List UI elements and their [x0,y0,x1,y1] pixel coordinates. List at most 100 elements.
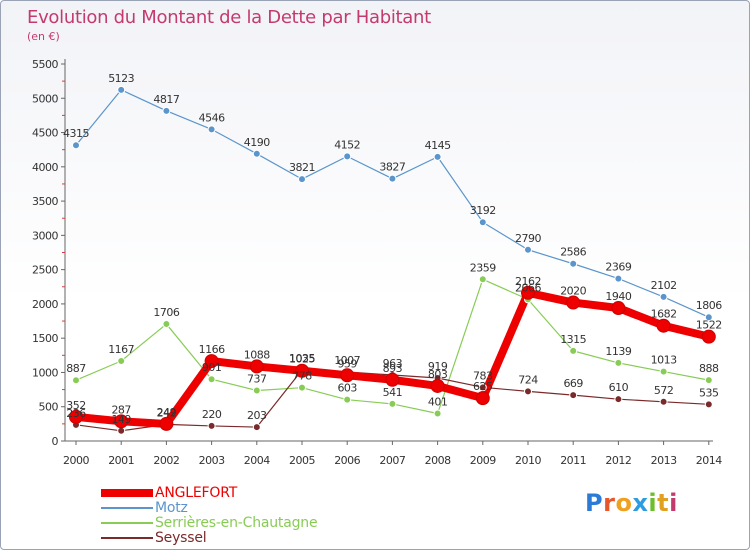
legend-swatch [101,536,153,539]
data-point [475,391,490,406]
data-point [614,395,623,404]
data-point [340,368,355,383]
data-label: 888 [699,362,719,375]
axes: 0 500 1000 1500 2000 2500 3000 3500 4000 4500 5000… [32,58,723,467]
data-point [252,386,261,395]
x-tick-label: 2011 [560,454,586,467]
data-labels: 352 287 249 1166 1088 1025 959 893 803 625 2162 202… [63,72,723,426]
data-label: 778 [292,370,312,383]
data-point [298,383,306,392]
data-label: 803 [428,368,448,381]
data-point [343,152,352,161]
brand-letter: i [669,489,678,517]
data-point [566,295,581,310]
data-point [478,218,487,227]
brand-letter: o [615,489,633,517]
data-point [388,174,397,183]
data-point [249,359,264,374]
legend-item: Motz [101,500,317,515]
data-label: 1139 [605,345,631,358]
data-point [343,395,352,404]
data-label: 242 [157,406,177,419]
proxiti-logo: Proxiti [585,489,678,517]
data-label: 401 [428,396,448,409]
data-point [704,313,713,322]
data-point [207,421,216,430]
data-label: 737 [247,372,267,385]
data-label: 1025 [289,353,315,366]
legend: ANGLEFORT Motz Serrières-en-Chautagne Seyss… [101,485,318,546]
data-point [614,274,623,283]
data-point [659,367,668,376]
data-point [433,152,442,161]
data-label: 249 [157,406,177,419]
data-label: 783 [473,369,493,382]
x-tick-label: 2006 [334,454,360,467]
legend-label: Seyssel [155,529,207,546]
y-tick-label: 0 [52,435,59,448]
data-point [117,357,126,366]
data-label: 4546 [199,111,225,124]
data-label: 5123 [108,72,134,85]
data-label: 3821 [289,161,315,174]
y-tick-label: 5500 [32,58,58,71]
data-label: 1007 [334,354,360,367]
data-label: 1682 [651,308,677,321]
data-label: 2020 [560,285,586,298]
y-tick-label: 1000 [32,366,58,379]
data-point [204,354,219,369]
data-label: 287 [111,403,131,416]
brand-letter: x [632,489,649,517]
data-label: 1035 [289,352,315,365]
x-tick-label: 2001 [108,454,134,467]
data-label: 959 [337,357,357,370]
data-label: 2066 [515,281,541,294]
data-point [117,426,126,435]
data-point [433,409,442,418]
data-label: 352 [66,399,86,412]
x-tick-label: 2012 [605,454,631,467]
x-tick-label: 2005 [289,454,315,467]
data-label: 4190 [244,136,270,149]
data-label: 901 [202,361,222,374]
data-point [72,141,80,150]
data-point [252,423,261,432]
data-label: 2586 [560,246,586,259]
data-label: 1806 [696,299,722,312]
series-points [69,85,716,435]
data-point [614,358,623,367]
x-tick-label: 2008 [425,454,451,467]
data-label: 4145 [425,139,451,152]
y-tick-label: 1500 [32,332,58,345]
data-point [72,376,80,385]
data-point [704,400,713,409]
data-point [207,375,216,384]
data-label: 220 [202,408,222,421]
data-label: 1522 [696,319,722,332]
data-label: 1167 [108,343,134,356]
data-label: 724 [518,373,538,386]
data-point [569,346,578,355]
data-point [656,318,671,333]
data-point [659,292,668,301]
data-point [611,301,626,316]
data-label: 572 [654,384,674,397]
data-point [252,149,261,158]
data-label: 236 [66,407,86,420]
data-point [385,372,400,387]
data-label: 919 [428,360,448,373]
data-point [207,125,216,134]
data-point [162,106,171,115]
data-label: 669 [563,377,583,390]
data-point [524,245,532,254]
data-label: 4817 [153,93,179,106]
y-tick-label: 2500 [32,264,58,277]
data-label: 1166 [199,343,225,356]
data-point [659,397,668,406]
data-label: 3827 [379,161,405,174]
data-point [569,391,578,400]
x-tick-label: 2014 [696,454,722,467]
x-tick-label: 2002 [153,454,179,467]
